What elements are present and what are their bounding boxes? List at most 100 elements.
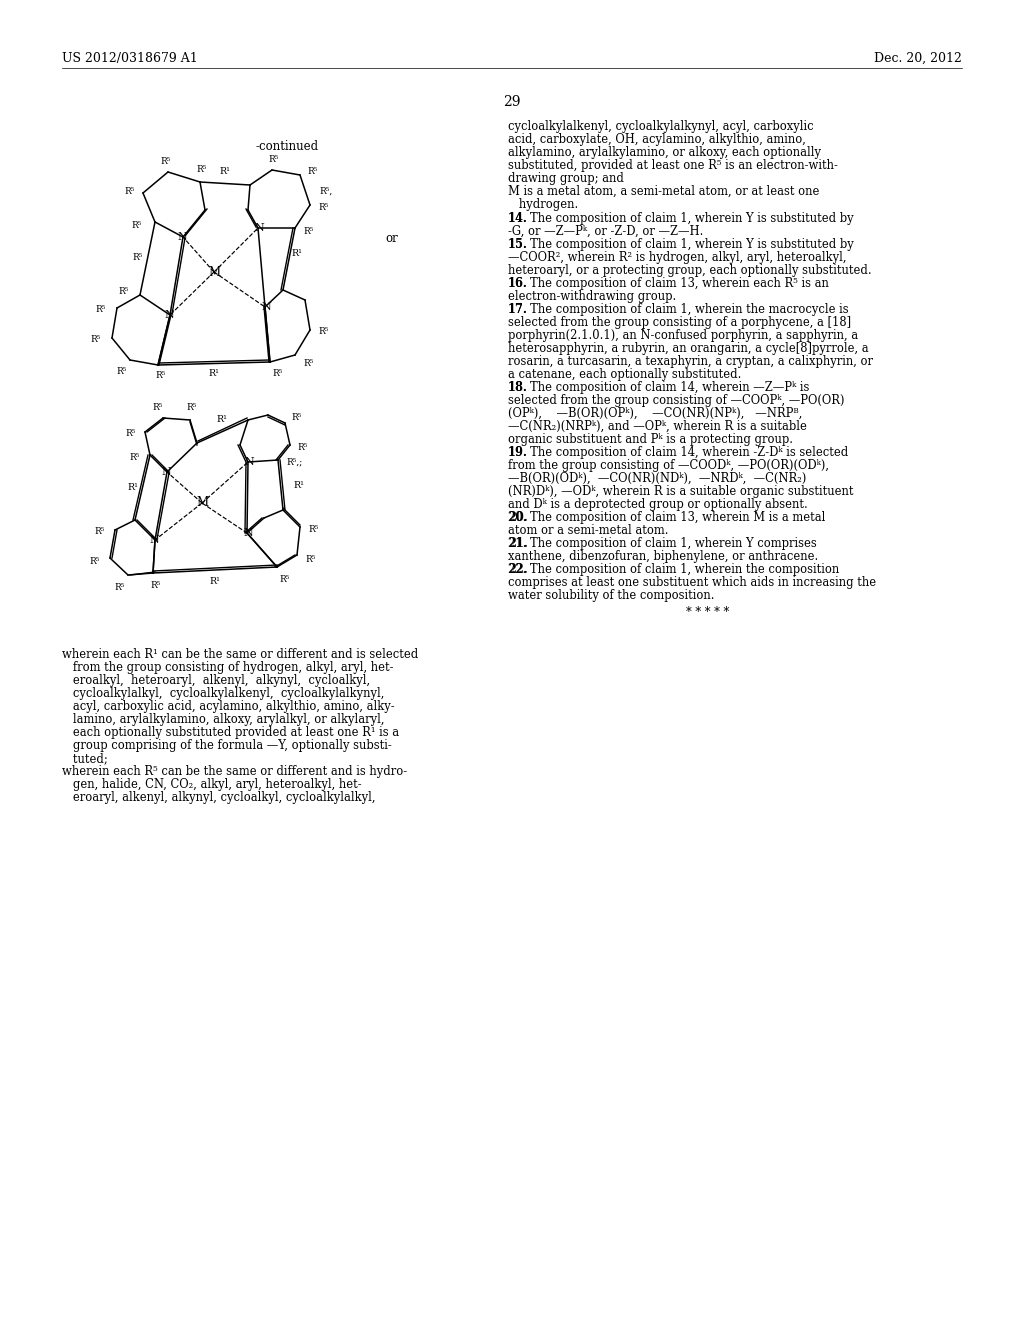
Text: R⁵,: R⁵, xyxy=(319,186,333,195)
Text: R⁵: R⁵ xyxy=(130,454,140,462)
Text: 15.: 15. xyxy=(508,238,528,251)
Text: wherein each R⁵ can be the same or different and is hydro-: wherein each R⁵ can be the same or diffe… xyxy=(62,766,408,777)
Text: R⁵: R⁵ xyxy=(115,582,125,591)
Text: —COOR², wherein R² is hydrogen, alkyl, aryl, heteroalkyl,: —COOR², wherein R² is hydrogen, alkyl, a… xyxy=(508,251,847,264)
Text: N: N xyxy=(243,528,253,539)
Text: (OPᵏ),    —B(OR)(OPᵏ),    —CO(NR)(NPᵏ),   —NRPᴮ,: (OPᵏ), —B(OR)(OPᵏ), —CO(NR)(NPᵏ), —NRPᴮ, xyxy=(508,407,803,420)
Text: R⁵: R⁵ xyxy=(161,157,171,165)
Text: 21.: 21. xyxy=(508,537,527,550)
Text: R⁵: R⁵ xyxy=(269,154,280,164)
Text: N: N xyxy=(254,223,264,234)
Text: M: M xyxy=(208,265,220,279)
Text: acid, carboxylate, OH, acylamino, alkylthio, amino,: acid, carboxylate, OH, acylamino, alkylt… xyxy=(508,133,806,147)
Text: R⁵: R⁵ xyxy=(90,557,100,565)
Text: 16. The composition of claim 13, wherein each R⁵ is an: 16. The composition of claim 13, wherein… xyxy=(508,277,828,290)
Text: R⁵: R⁵ xyxy=(318,202,329,211)
Text: heterosapphyrin, a rubyrin, an orangarin, a cycle[8]pyrrole, a: heterosapphyrin, a rubyrin, an orangarin… xyxy=(508,342,868,355)
Text: 16.: 16. xyxy=(508,277,528,290)
Text: 14.: 14. xyxy=(508,213,528,224)
Text: rosarin, a turcasarin, a texaphyrin, a cryptan, a calixphyrin, or: rosarin, a turcasarin, a texaphyrin, a c… xyxy=(508,355,873,368)
Text: water solubility of the composition.: water solubility of the composition. xyxy=(508,589,715,602)
Text: eroaryl, alkenyl, alkynyl, cycloalkyl, cycloalkylalkyl,: eroaryl, alkenyl, alkynyl, cycloalkyl, c… xyxy=(62,791,376,804)
Text: porphyrin(2.1.0.1), an N-confused porphyrin, a sapphyrin, a: porphyrin(2.1.0.1), an N-confused porphy… xyxy=(508,329,858,342)
Text: -G, or —Z—Pᵏ, or -Z-D, or —Z—H.: -G, or —Z—Pᵏ, or -Z-D, or —Z—H. xyxy=(508,224,703,238)
Text: or: or xyxy=(385,232,397,246)
Text: R⁵: R⁵ xyxy=(117,367,127,375)
Text: R⁵: R⁵ xyxy=(119,288,129,297)
Text: 19.: 19. xyxy=(508,446,528,459)
Text: 15. The composition of claim 1, wherein Y is substituted by: 15. The composition of claim 1, wherein … xyxy=(508,238,854,251)
Text: 20. The composition of claim 13, wherein M is a metal: 20. The composition of claim 13, wherein… xyxy=(508,511,825,524)
Text: organic substituent and Pᵏ is a protecting group.: organic substituent and Pᵏ is a protecti… xyxy=(508,433,793,446)
Text: and Dᵏ is a deprotected group or optionally absent.: and Dᵏ is a deprotected group or optiona… xyxy=(508,498,808,511)
Text: US 2012/0318679 A1: US 2012/0318679 A1 xyxy=(62,51,198,65)
Text: 17.: 17. xyxy=(508,304,528,315)
Text: from the group consisting of hydrogen, alkyl, aryl, het-: from the group consisting of hydrogen, a… xyxy=(62,661,393,675)
Text: electron-withdrawing group.: electron-withdrawing group. xyxy=(508,290,676,304)
Text: from the group consisting of —COODᵏ, —PO(OR)(ODᵏ),: from the group consisting of —COODᵏ, —PO… xyxy=(508,459,829,473)
Text: R¹: R¹ xyxy=(294,480,304,490)
Text: R⁵: R⁵ xyxy=(186,404,198,412)
Text: R⁵: R⁵ xyxy=(318,327,329,337)
Text: lamino, arylalkylamino, alkoxy, arylalkyl, or alkylaryl,: lamino, arylalkylamino, alkoxy, arylalky… xyxy=(62,713,384,726)
Text: atom or a semi-metal atom.: atom or a semi-metal atom. xyxy=(508,524,669,537)
Text: R¹: R¹ xyxy=(209,370,219,379)
Text: 22. The composition of claim 1, wherein the composition: 22. The composition of claim 1, wherein … xyxy=(508,564,840,576)
Text: substituted, provided at least one R⁵ is an electron-with-: substituted, provided at least one R⁵ is… xyxy=(508,158,838,172)
Text: R⁵: R⁵ xyxy=(132,220,142,230)
Text: -continued: -continued xyxy=(255,140,318,153)
Text: * * * * *: * * * * * xyxy=(686,606,730,619)
Text: R⁵: R⁵ xyxy=(126,429,136,438)
Text: N: N xyxy=(161,467,171,477)
Text: R⁵: R⁵ xyxy=(298,442,308,451)
Text: R⁵: R⁵ xyxy=(96,305,106,314)
Text: R⁵: R⁵ xyxy=(125,186,135,195)
Text: M is a metal atom, a semi-metal atom, or at least one: M is a metal atom, a semi-metal atom, or… xyxy=(508,185,819,198)
Text: M: M xyxy=(196,496,208,510)
Text: R⁵: R⁵ xyxy=(309,525,319,535)
Text: eroalkyl,  heteroaryl,  alkenyl,  alkynyl,  cycloalkyl,: eroalkyl, heteroaryl, alkenyl, alkynyl, … xyxy=(62,675,370,686)
Text: 19. The composition of claim 14, wherein -Z-Dᵏ is selected: 19. The composition of claim 14, wherein… xyxy=(508,446,848,459)
Text: R⁵: R⁵ xyxy=(91,335,101,345)
Text: R¹: R¹ xyxy=(216,416,227,425)
Text: each optionally substituted provided at least one R¹ is a: each optionally substituted provided at … xyxy=(62,726,399,739)
Text: acyl, carboxylic acid, acylamino, alkylthio, amino, alky-: acyl, carboxylic acid, acylamino, alkylt… xyxy=(62,700,394,713)
Text: 17. The composition of claim 1, wherein the macrocycle is: 17. The composition of claim 1, wherein … xyxy=(508,304,849,315)
Text: N: N xyxy=(244,457,254,467)
Text: wherein each R¹ can be the same or different and is selected: wherein each R¹ can be the same or diffe… xyxy=(62,648,418,661)
Text: R⁵: R⁵ xyxy=(133,253,143,263)
Text: R⁵,;: R⁵,; xyxy=(287,458,303,466)
Text: hydrogen.: hydrogen. xyxy=(508,198,579,211)
Text: (NR)Dᵏ), —ODᵏ, wherein R is a suitable organic substituent: (NR)Dᵏ), —ODᵏ, wherein R is a suitable o… xyxy=(508,484,853,498)
Text: 29: 29 xyxy=(503,95,521,110)
Text: R¹: R¹ xyxy=(210,577,220,586)
Text: heteroaryl, or a protecting group, each optionally substituted.: heteroaryl, or a protecting group, each … xyxy=(508,264,871,277)
Text: cycloalkylalkyl,  cycloalkylalkenyl,  cycloalkylalkynyl,: cycloalkylalkyl, cycloalkylalkenyl, cycl… xyxy=(62,686,384,700)
Text: R⁵: R⁵ xyxy=(292,412,302,421)
Text: R⁵: R⁵ xyxy=(306,556,316,565)
Text: group comprising of the formula —Y, optionally substi-: group comprising of the formula —Y, opti… xyxy=(62,739,392,752)
Text: 22.: 22. xyxy=(508,564,527,576)
Text: gen, halide, CN, CO₂, alkyl, aryl, heteroalkyl, het-: gen, halide, CN, CO₂, alkyl, aryl, heter… xyxy=(62,777,361,791)
Text: R⁵: R⁵ xyxy=(95,528,105,536)
Text: selected from the group consisting of —COOPᵏ, —PO(OR): selected from the group consisting of —C… xyxy=(508,393,845,407)
Text: 14. The composition of claim 1, wherein Y is substituted by: 14. The composition of claim 1, wherein … xyxy=(508,213,854,224)
Text: a catenane, each optionally substituted.: a catenane, each optionally substituted. xyxy=(508,368,741,381)
Text: R⁵: R⁵ xyxy=(153,403,163,412)
Text: N: N xyxy=(177,232,186,242)
Text: 18.: 18. xyxy=(508,381,528,393)
Text: R¹: R¹ xyxy=(292,249,302,259)
Text: drawing group; and: drawing group; and xyxy=(508,172,624,185)
Text: Dec. 20, 2012: Dec. 20, 2012 xyxy=(874,51,962,65)
Text: R⁵: R⁵ xyxy=(304,227,314,235)
Text: tuted;: tuted; xyxy=(62,752,108,766)
Text: R⁵: R⁵ xyxy=(156,371,166,380)
Text: —C(NR₂)(NRPᵏ), and —OPᵏ, wherein R is a suitable: —C(NR₂)(NRPᵏ), and —OPᵏ, wherein R is a … xyxy=(508,420,807,433)
Text: R⁵: R⁵ xyxy=(280,574,290,583)
Text: N: N xyxy=(261,302,271,312)
Text: N: N xyxy=(164,310,174,319)
Text: R¹: R¹ xyxy=(128,483,138,491)
Text: R⁵: R⁵ xyxy=(272,368,284,378)
Text: 21. The composition of claim 1, wherein Y comprises: 21. The composition of claim 1, wherein … xyxy=(508,537,817,550)
Text: 18. The composition of claim 14, wherein —Z—Pᵏ is: 18. The composition of claim 14, wherein… xyxy=(508,381,809,393)
